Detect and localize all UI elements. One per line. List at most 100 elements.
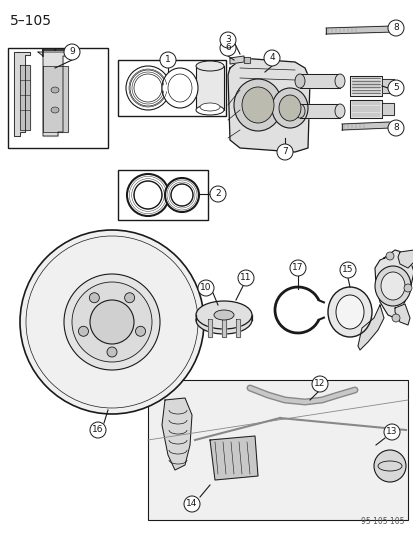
Circle shape	[72, 282, 152, 362]
Circle shape	[237, 270, 254, 286]
Text: 8: 8	[392, 124, 398, 133]
Polygon shape	[349, 100, 381, 118]
Polygon shape	[357, 305, 383, 350]
Ellipse shape	[51, 87, 59, 93]
Polygon shape	[381, 103, 393, 115]
Ellipse shape	[195, 306, 252, 334]
Text: 17: 17	[292, 263, 303, 272]
Polygon shape	[243, 57, 249, 63]
Ellipse shape	[334, 104, 344, 118]
Circle shape	[219, 32, 235, 48]
Ellipse shape	[374, 266, 410, 306]
Polygon shape	[299, 104, 339, 118]
Ellipse shape	[271, 88, 307, 128]
Polygon shape	[209, 436, 257, 480]
Ellipse shape	[199, 103, 219, 111]
Polygon shape	[43, 66, 68, 132]
Text: 5: 5	[392, 84, 398, 93]
Ellipse shape	[214, 310, 233, 320]
Text: 13: 13	[385, 427, 397, 437]
Ellipse shape	[380, 272, 404, 300]
Polygon shape	[207, 319, 211, 337]
Circle shape	[64, 274, 159, 370]
Circle shape	[387, 80, 403, 96]
Ellipse shape	[168, 74, 192, 102]
Text: 2: 2	[215, 190, 220, 198]
Ellipse shape	[126, 66, 170, 110]
Text: 95 105 105: 95 105 105	[361, 517, 404, 526]
Circle shape	[289, 260, 305, 276]
Polygon shape	[299, 74, 339, 88]
Ellipse shape	[278, 95, 300, 121]
Bar	[118, 170, 207, 220]
Polygon shape	[20, 65, 30, 130]
Text: 10: 10	[200, 284, 211, 293]
Polygon shape	[14, 52, 30, 136]
Text: 9: 9	[69, 47, 75, 56]
Text: 8: 8	[392, 23, 398, 33]
Circle shape	[135, 326, 145, 336]
Text: 5–105: 5–105	[10, 14, 52, 28]
Text: 12: 12	[313, 379, 325, 389]
Circle shape	[78, 326, 88, 336]
Circle shape	[209, 186, 225, 202]
Ellipse shape	[134, 74, 161, 102]
Circle shape	[197, 280, 214, 296]
Circle shape	[89, 293, 99, 303]
Circle shape	[373, 450, 405, 482]
Circle shape	[183, 496, 199, 512]
Ellipse shape	[195, 301, 252, 329]
Ellipse shape	[161, 68, 197, 108]
Ellipse shape	[233, 79, 281, 131]
Text: 15: 15	[342, 265, 353, 274]
Circle shape	[124, 293, 134, 303]
Polygon shape	[394, 304, 409, 325]
Ellipse shape	[335, 295, 363, 329]
Circle shape	[219, 40, 235, 56]
Polygon shape	[235, 319, 240, 337]
Ellipse shape	[195, 105, 223, 115]
Circle shape	[387, 120, 403, 136]
Text: 7: 7	[281, 148, 287, 157]
Ellipse shape	[294, 104, 304, 118]
Circle shape	[276, 144, 292, 160]
Ellipse shape	[294, 74, 304, 88]
Ellipse shape	[134, 181, 161, 209]
Text: 1: 1	[165, 55, 171, 64]
Polygon shape	[230, 56, 243, 64]
Polygon shape	[381, 79, 393, 93]
Circle shape	[90, 300, 134, 344]
Circle shape	[90, 422, 106, 438]
Text: 6: 6	[225, 44, 230, 52]
Ellipse shape	[165, 178, 199, 212]
Circle shape	[159, 52, 176, 68]
Circle shape	[391, 314, 399, 322]
Polygon shape	[38, 52, 68, 136]
Bar	[147, 380, 407, 520]
Text: 3: 3	[225, 36, 230, 44]
Text: 11: 11	[240, 273, 251, 282]
Circle shape	[403, 284, 411, 292]
Polygon shape	[374, 250, 413, 318]
Circle shape	[64, 44, 80, 60]
Circle shape	[311, 376, 327, 392]
Polygon shape	[397, 250, 413, 268]
Ellipse shape	[327, 287, 371, 337]
Ellipse shape	[51, 107, 59, 113]
Ellipse shape	[130, 70, 166, 106]
Polygon shape	[161, 398, 192, 470]
Bar	[118, 60, 225, 116]
Ellipse shape	[127, 174, 169, 216]
Polygon shape	[221, 319, 225, 337]
Circle shape	[263, 50, 279, 66]
Text: 4: 4	[268, 53, 274, 62]
Ellipse shape	[195, 61, 223, 71]
Ellipse shape	[242, 87, 273, 123]
Circle shape	[387, 20, 403, 36]
Bar	[8, 48, 108, 148]
Circle shape	[383, 424, 399, 440]
Polygon shape	[349, 76, 381, 96]
Circle shape	[20, 230, 204, 414]
Circle shape	[385, 252, 393, 260]
Circle shape	[339, 262, 355, 278]
